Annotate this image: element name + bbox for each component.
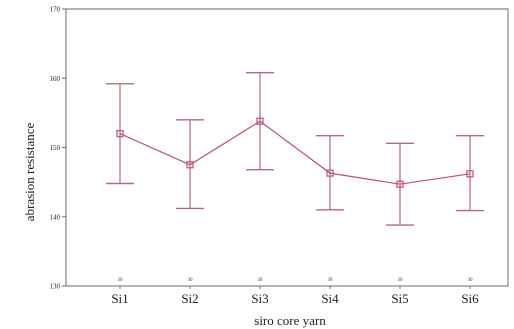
x-axis-title: siro core yarn	[254, 313, 326, 328]
data-points	[116, 117, 474, 188]
plot-border	[65, 8, 509, 287]
plot-frame	[65, 8, 509, 287]
y-tick-label: 160	[50, 75, 61, 83]
y-tick-label: 150	[50, 144, 61, 152]
data-point	[326, 169, 334, 177]
data-point	[256, 117, 264, 125]
series-line-group	[119, 120, 471, 185]
data-point	[186, 161, 194, 169]
n-label: 30	[398, 278, 404, 283]
data-point	[116, 130, 124, 138]
data-point	[396, 180, 404, 188]
y-axis: 130 140 150 160 170	[50, 6, 66, 291]
x-tick-label: Si5	[391, 291, 408, 306]
n-label: 30	[328, 278, 334, 283]
x-tick-label: Si4	[321, 291, 339, 306]
x-tick-label: Si2	[181, 291, 198, 306]
x-tick-label: Si1	[111, 291, 128, 306]
x-axis: 30 Si1 30 Si2 30 Si3 30 Si4 30 Si5 30 Si6	[111, 278, 479, 306]
y-axis-title: abrasion resistance	[22, 123, 37, 222]
n-label: 30	[188, 278, 194, 283]
data-point	[466, 170, 474, 178]
n-label: 30	[258, 278, 264, 283]
y-tick-label: 140	[50, 213, 61, 221]
n-label: 30	[118, 278, 124, 283]
error-bars	[106, 72, 484, 226]
series-line	[119, 120, 471, 185]
y-tick-label: 170	[50, 6, 61, 14]
x-tick-label: Si3	[251, 291, 268, 306]
y-tick-label: 130	[50, 283, 61, 291]
x-tick-label: Si6	[461, 291, 479, 306]
n-label: 30	[468, 278, 474, 283]
